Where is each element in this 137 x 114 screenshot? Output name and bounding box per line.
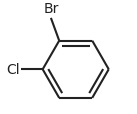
Text: Br: Br <box>43 2 59 16</box>
Text: Cl: Cl <box>6 63 20 77</box>
